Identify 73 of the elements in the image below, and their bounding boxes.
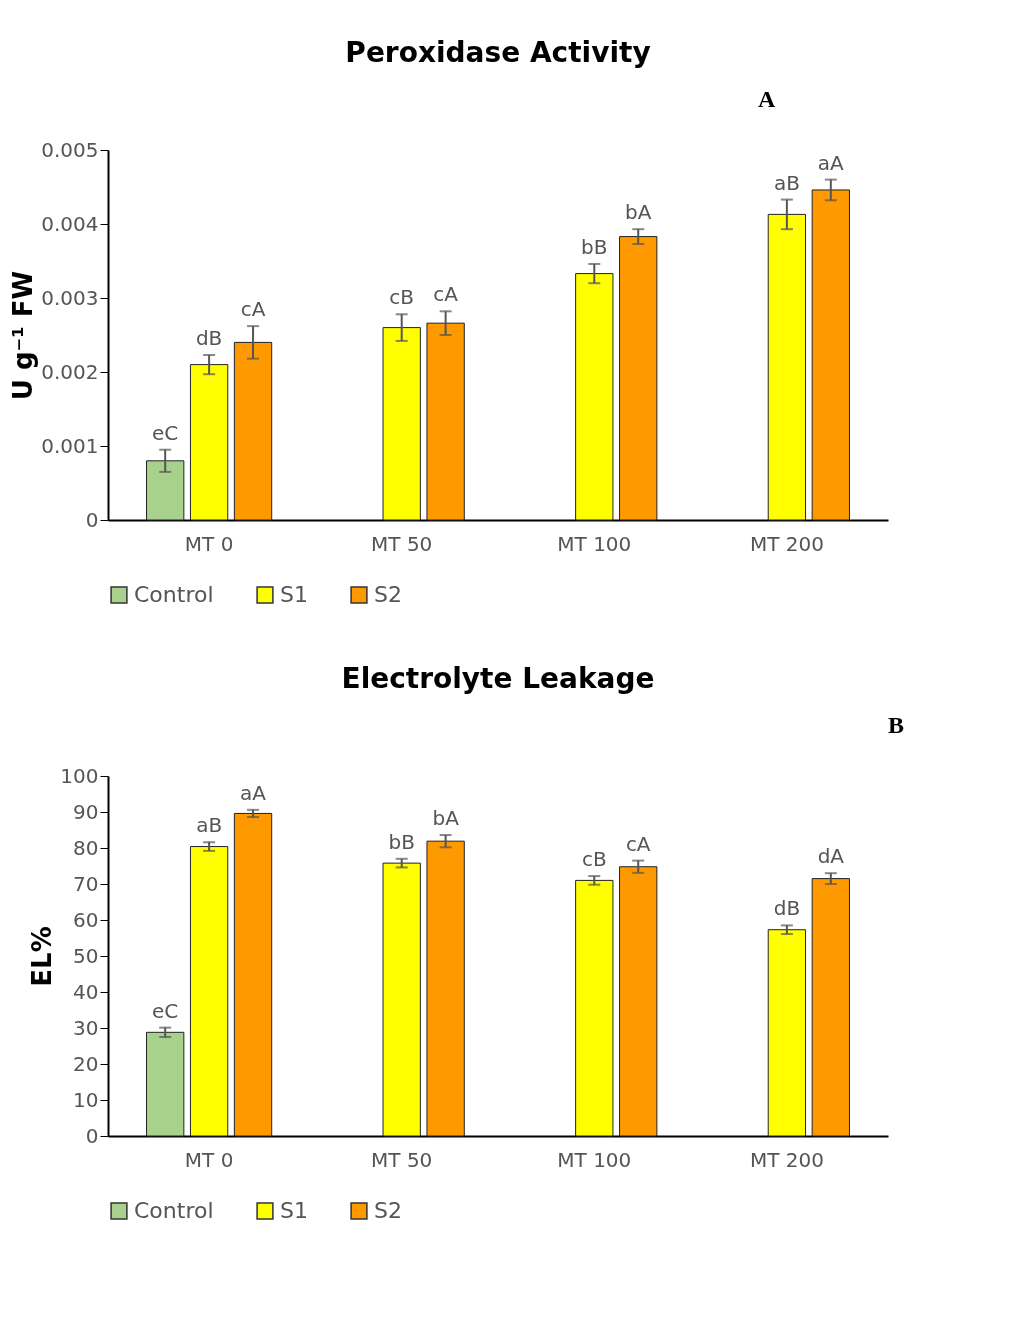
x-tick-label: MT 200 — [749, 1147, 824, 1172]
data-label: aB — [196, 813, 223, 838]
bar — [233, 341, 273, 521]
data-label: cA — [240, 297, 266, 322]
data-label: bA — [625, 200, 652, 225]
x-tick-label: MT 0 — [184, 1147, 234, 1172]
y-axis-title: U g⁻¹ FW — [8, 270, 39, 401]
y-tick-label: 10 — [73, 1087, 99, 1112]
bar — [146, 1031, 185, 1137]
x-tick-label: MT 200 — [749, 531, 824, 556]
data-label: dA — [817, 844, 845, 869]
data-label: cB — [581, 847, 607, 872]
bar — [426, 840, 465, 1137]
bar — [619, 866, 658, 1137]
data-label: bB — [388, 829, 415, 854]
y-tick-label: 20 — [73, 1051, 99, 1076]
x-tick-label: MT 0 — [184, 531, 234, 556]
bar — [233, 812, 273, 1137]
chart-title: Electrolyte Leakage — [341, 662, 655, 695]
y-axis-title: EL% — [27, 926, 58, 987]
bar — [767, 213, 807, 521]
bar — [189, 364, 229, 521]
y-tick-label: 70 — [73, 871, 99, 896]
data-label: cA — [433, 282, 459, 307]
y-tick-label: 0.001 — [41, 433, 99, 458]
data-label: dB — [773, 896, 801, 921]
bar — [811, 878, 850, 1137]
data-label: cB — [389, 285, 415, 310]
x-tick-label: MT 50 — [371, 531, 433, 556]
y-tick-label: 80 — [73, 835, 99, 860]
bar — [767, 929, 807, 1137]
y-tick-label: 30 — [73, 1015, 99, 1040]
data-label: dB — [195, 325, 223, 350]
legend-label: Control — [134, 582, 214, 607]
y-tick-label: 0.005 — [41, 137, 99, 162]
legend-label: S2 — [374, 582, 402, 607]
bar — [811, 189, 850, 521]
bar — [426, 322, 465, 521]
bar — [146, 460, 185, 521]
data-label: bA — [432, 806, 460, 831]
data-label: cA — [625, 831, 651, 856]
x-tick-label: MT 50 — [371, 1147, 433, 1172]
y-tick-label: 100 — [60, 763, 99, 788]
bar — [575, 273, 614, 521]
y-tick-label: 90 — [73, 799, 99, 824]
y-tick-label: 50 — [73, 943, 99, 968]
data-label: aA — [817, 150, 845, 175]
data-label: eC — [152, 998, 179, 1023]
bar — [619, 236, 658, 521]
bar — [382, 862, 421, 1137]
bar — [382, 327, 421, 521]
data-label: eC — [152, 420, 179, 445]
legend-label: S1 — [280, 582, 308, 607]
legend-label: S2 — [374, 1198, 402, 1223]
bar — [189, 846, 229, 1137]
legend-label: Control — [134, 1198, 214, 1223]
y-tick-label: 60 — [73, 907, 99, 932]
bar — [575, 879, 614, 1137]
chart-title: Peroxidase Activity — [345, 36, 651, 69]
x-tick-label: MT 100 — [557, 1147, 632, 1172]
y-tick-label: 0 — [85, 507, 99, 532]
data-label: bB — [581, 234, 608, 259]
y-tick-label: 0.004 — [41, 211, 99, 236]
y-tick-label: 0.003 — [41, 285, 99, 310]
text: B — [888, 712, 905, 738]
y-tick-label: 0 — [85, 1123, 99, 1148]
legend-label: S1 — [280, 1198, 308, 1223]
text: A — [758, 86, 776, 112]
y-tick-label: 0.002 — [41, 359, 99, 384]
y-tick-label: 40 — [73, 979, 99, 1004]
x-tick-label: MT 100 — [557, 531, 632, 556]
data-label: aA — [240, 780, 267, 805]
data-label: aB — [773, 170, 800, 195]
